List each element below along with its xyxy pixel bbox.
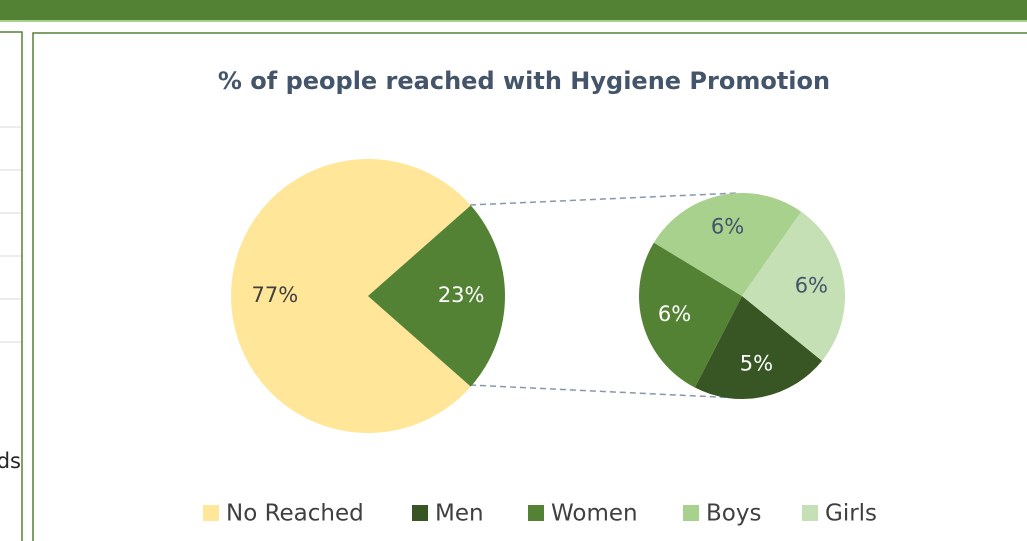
chart-title: % of people reached with Hygiene Promoti… bbox=[218, 67, 830, 95]
connector-line bbox=[469, 192, 739, 206]
legend-label: Women bbox=[551, 501, 638, 527]
pie-slice bbox=[742, 211, 845, 361]
legend-swatch bbox=[412, 505, 428, 521]
pie-slice bbox=[638, 242, 742, 388]
left-panel bbox=[0, 31, 23, 541]
data-label: 6% bbox=[658, 302, 691, 326]
legend-swatch bbox=[528, 505, 544, 521]
pie-slice bbox=[694, 296, 823, 399]
legend-swatch bbox=[802, 505, 818, 521]
legend-swatch bbox=[683, 505, 699, 521]
header-bar bbox=[0, 0, 1027, 20]
pie-slice bbox=[231, 159, 471, 434]
header-shadow bbox=[0, 20, 1027, 22]
data-label: 5% bbox=[740, 352, 773, 376]
chart-panel bbox=[32, 32, 1027, 541]
legend-swatch bbox=[203, 505, 219, 521]
left-table-lines bbox=[0, 126, 21, 343]
data-label: 23% bbox=[438, 283, 485, 307]
data-label: 77% bbox=[251, 283, 298, 307]
legend-label: Men bbox=[435, 501, 484, 527]
data-label: 6% bbox=[795, 273, 828, 297]
legend-label: Girls bbox=[825, 501, 877, 527]
pie-slice bbox=[368, 205, 506, 387]
connector-line bbox=[469, 384, 739, 399]
legend-label: Boys bbox=[706, 501, 761, 527]
pie-slice bbox=[653, 192, 802, 296]
legend-label: No Reached bbox=[226, 501, 364, 527]
left-panel-text: ds bbox=[0, 449, 21, 473]
data-label: 6% bbox=[711, 214, 744, 238]
